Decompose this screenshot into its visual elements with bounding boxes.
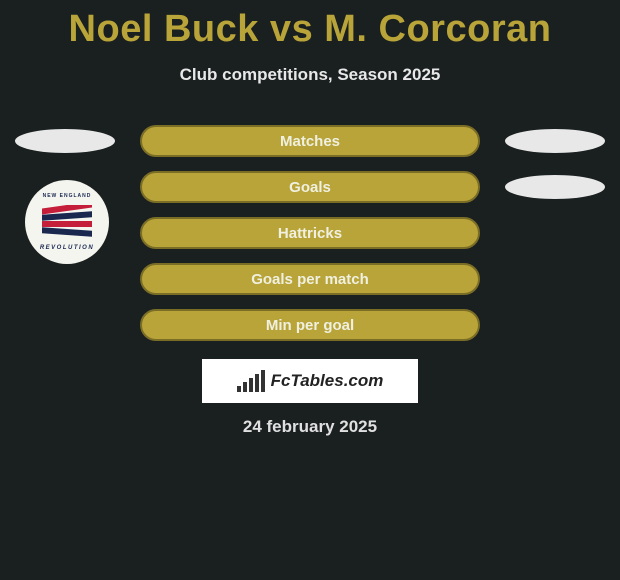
stat-bar: Goals: [140, 171, 480, 203]
stat-label: Hattricks: [278, 225, 342, 242]
stat-row: Min per goal: [0, 309, 620, 341]
subtitle: Club competitions, Season 2025: [0, 65, 620, 85]
stat-label: Min per goal: [266, 317, 354, 334]
badge-graphic: NEW ENGLAND REVOLUTION: [32, 187, 102, 257]
left-value-ellipse: [15, 129, 115, 153]
team-badge-left: NEW ENGLAND REVOLUTION: [25, 180, 109, 264]
page-title: Noel Buck vs M. Corcoran: [0, 0, 620, 51]
stat-bar: Hattricks: [140, 217, 480, 249]
stat-bar: Goals per match: [140, 263, 480, 295]
stat-row: Matches: [0, 125, 620, 157]
right-value-ellipse: [505, 129, 605, 153]
badge-stripes: [42, 205, 92, 239]
badge-text-top: NEW ENGLAND: [32, 193, 102, 199]
watermark-text: FcTables.com: [271, 371, 384, 391]
badge-text-bottom: REVOLUTION: [32, 245, 102, 251]
stat-label: Goals: [289, 179, 331, 196]
date-text: 24 february 2025: [0, 417, 620, 437]
stat-bar: Min per goal: [140, 309, 480, 341]
stat-bar: Matches: [140, 125, 480, 157]
right-value-ellipse: [505, 175, 605, 199]
stat-label: Matches: [280, 133, 340, 150]
watermark: FcTables.com: [202, 359, 418, 403]
stat-label: Goals per match: [251, 271, 369, 288]
stat-row: Goals per match: [0, 263, 620, 295]
bar-chart-icon: [237, 370, 265, 392]
